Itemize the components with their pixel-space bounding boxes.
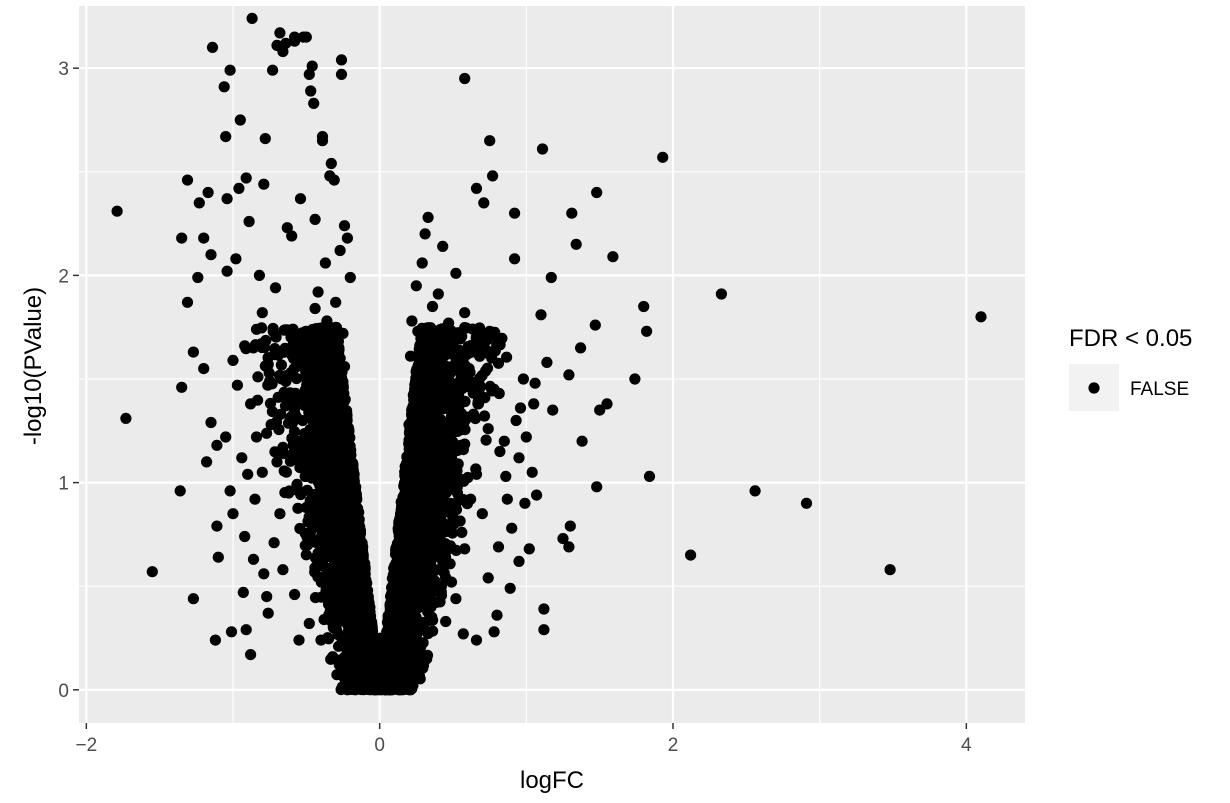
data-point xyxy=(468,377,480,389)
data-point xyxy=(292,502,304,514)
data-point xyxy=(275,359,287,371)
data-point xyxy=(309,566,321,578)
data-point xyxy=(438,567,450,579)
data-point xyxy=(340,563,352,575)
data-point xyxy=(322,335,334,347)
data-point xyxy=(421,649,434,661)
data-point xyxy=(276,373,288,385)
data-point xyxy=(436,554,448,567)
data-point xyxy=(326,445,338,457)
data-point xyxy=(314,340,326,352)
data-point xyxy=(294,352,306,364)
data-point xyxy=(411,629,423,641)
data-point xyxy=(283,392,295,404)
data-point xyxy=(424,505,436,517)
data-point xyxy=(427,625,439,637)
data-point xyxy=(407,487,419,499)
data-point xyxy=(272,349,284,361)
data-point xyxy=(462,341,474,353)
data-point xyxy=(480,434,492,446)
data-point xyxy=(278,465,290,477)
data-points xyxy=(111,12,987,696)
data-point xyxy=(297,414,309,427)
data-point xyxy=(329,478,341,490)
data-point xyxy=(299,527,311,539)
data-point xyxy=(478,410,491,422)
data-point xyxy=(337,553,349,565)
data-point xyxy=(344,453,356,465)
data-point xyxy=(289,334,301,346)
data-point xyxy=(501,351,513,363)
data-point xyxy=(474,322,486,334)
data-point xyxy=(417,637,429,649)
data-point xyxy=(438,339,450,351)
data-point xyxy=(291,478,303,490)
data-point xyxy=(301,337,313,349)
data-point xyxy=(475,346,487,358)
data-point xyxy=(302,516,315,528)
data-point xyxy=(301,484,313,496)
data-point xyxy=(444,462,456,474)
data-point xyxy=(331,606,343,618)
data-point xyxy=(309,592,322,604)
data-point xyxy=(331,402,343,414)
data-point xyxy=(450,544,462,557)
data-point xyxy=(288,426,301,438)
data-point xyxy=(435,586,447,598)
data-point xyxy=(427,586,439,598)
data-point xyxy=(450,504,463,516)
data-point xyxy=(310,509,323,521)
data-point xyxy=(446,527,458,539)
data-point xyxy=(430,564,442,576)
data-point xyxy=(333,659,345,671)
data-point xyxy=(300,549,312,561)
data-point xyxy=(430,534,442,546)
data-point xyxy=(445,327,457,339)
data-point xyxy=(322,539,334,551)
data-point xyxy=(255,338,268,350)
data-point xyxy=(266,406,278,418)
data-point xyxy=(404,590,416,602)
gridlines xyxy=(79,6,1025,723)
data-point xyxy=(398,494,410,506)
data-point xyxy=(448,518,460,530)
data-point xyxy=(442,380,454,392)
data-point xyxy=(491,339,503,351)
data-point xyxy=(423,614,435,627)
data-point xyxy=(267,325,279,338)
data-point xyxy=(480,365,492,377)
data-point xyxy=(458,475,470,487)
data-point xyxy=(451,487,464,499)
data-point xyxy=(313,360,325,373)
data-point xyxy=(296,393,308,405)
data-point xyxy=(324,487,336,499)
data-point xyxy=(261,427,273,439)
